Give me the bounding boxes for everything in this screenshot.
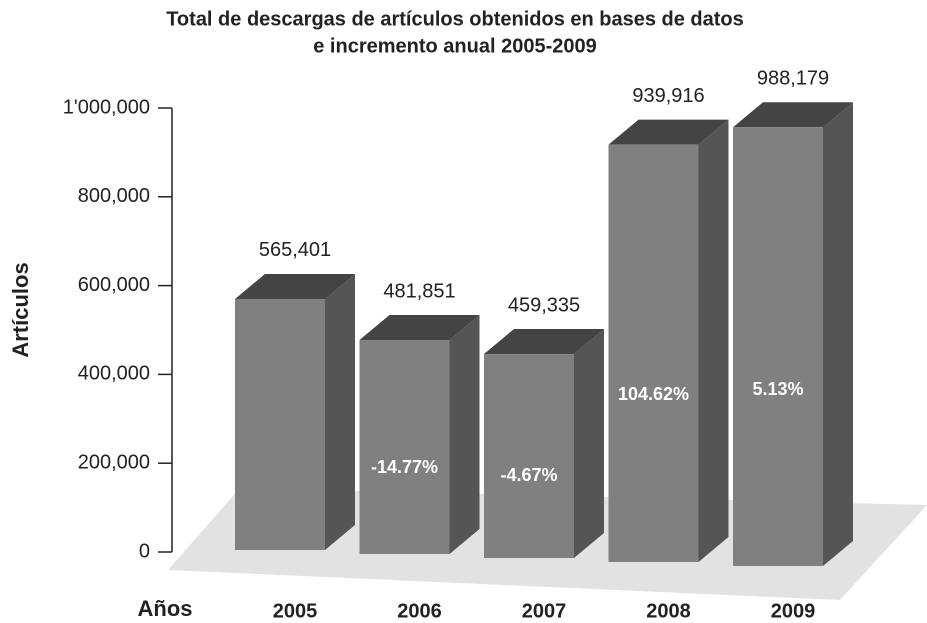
value-label: 565,401 (259, 239, 331, 261)
bar-top (608, 119, 729, 145)
bar-side (698, 119, 729, 562)
value-label: 481,851 (383, 280, 455, 302)
bar-side (449, 315, 480, 554)
bar (359, 340, 450, 554)
y-tick-label: 600,000 (78, 274, 150, 296)
bar-top (359, 315, 480, 341)
y-tick-label: 1'000,000 (63, 96, 150, 118)
bar-side (823, 102, 853, 566)
y-tick-label: 400,000 (78, 363, 150, 385)
y-tick-label: 200,000 (78, 451, 150, 473)
bar (484, 354, 574, 558)
chart-title: Total de descargas de artículos obtenido… (166, 8, 744, 30)
y-tick-label: 0 (139, 540, 150, 562)
x-tick-label: 2007 (522, 600, 567, 622)
value-label: 939,916 (632, 85, 704, 107)
x-tick-label: 2006 (397, 600, 442, 622)
bar-top (235, 273, 355, 299)
bar (235, 298, 325, 550)
value-label: 988,179 (757, 68, 829, 90)
y-axis-label: Artículos (8, 262, 33, 357)
bar-side (325, 273, 355, 550)
growth-label: 5.13% (752, 379, 803, 399)
bar (733, 127, 823, 566)
x-tick-label: 2005 (273, 600, 318, 622)
bar-top (484, 329, 604, 355)
growth-label: 104.62% (618, 384, 689, 404)
bar-top (733, 102, 853, 128)
bar-side (574, 329, 604, 558)
value-label: 459,335 (508, 294, 580, 316)
x-axis-label: Años (138, 596, 193, 621)
chart-title: e incremento anual 2005-2009 (313, 35, 596, 57)
growth-label: -14.77% (371, 457, 438, 477)
bar (608, 144, 699, 562)
growth-label: -4.67% (500, 465, 557, 485)
x-tick-label: 2008 (646, 600, 691, 622)
x-tick-label: 2009 (771, 600, 816, 622)
y-tick-label: 800,000 (78, 185, 150, 207)
